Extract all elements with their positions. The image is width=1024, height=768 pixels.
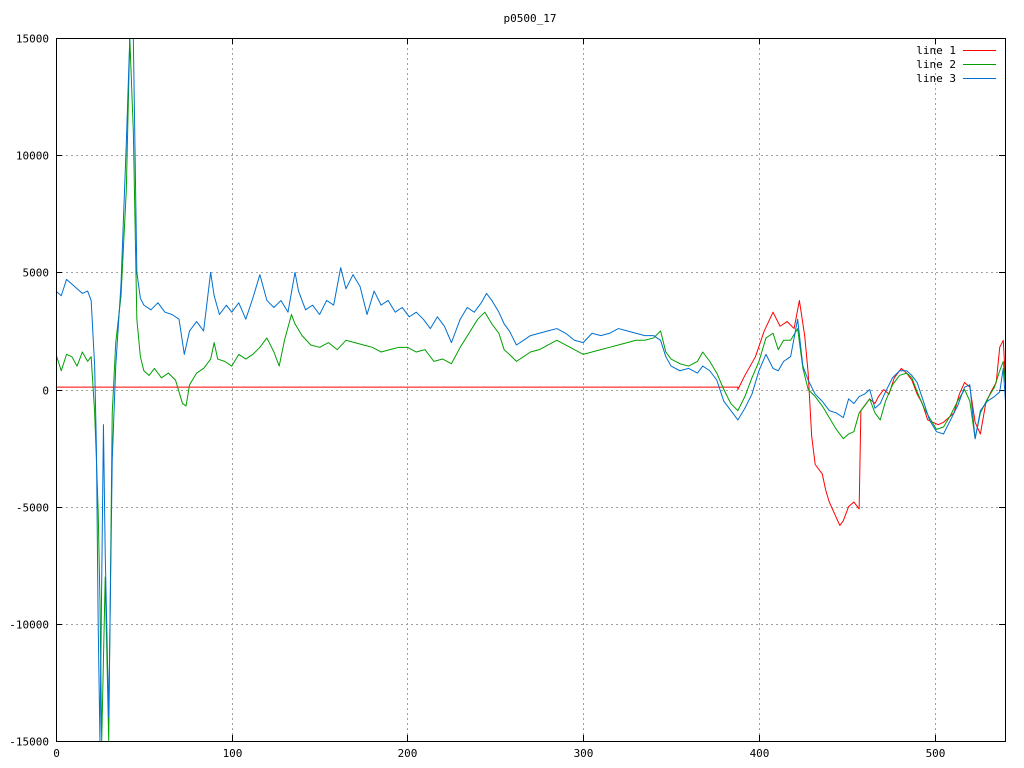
x-tick-label: 100 xyxy=(223,747,243,760)
x-tick-label: 500 xyxy=(926,747,946,760)
series-line-3 xyxy=(56,38,1005,741)
series-line-2 xyxy=(56,38,1005,741)
y-tick-label: 15000 xyxy=(16,33,49,46)
chart-title: p0500_17 xyxy=(504,12,557,25)
x-tick-label: 200 xyxy=(398,747,418,760)
x-tick-label: 0 xyxy=(53,747,60,760)
x-tick-label: 400 xyxy=(750,747,770,760)
y-tick-label: 10000 xyxy=(16,150,49,163)
y-tick-label: -10000 xyxy=(9,619,49,632)
y-tick-label: -5000 xyxy=(16,502,49,515)
legend-label-1: line 1 xyxy=(916,44,956,57)
grid xyxy=(56,38,1005,741)
legend-label-3: line 3 xyxy=(916,72,956,85)
axis-ticks: 0 100 200 300 400 500 -15000 -10000 -5000 0 5000 10… xyxy=(9,33,1005,760)
series-lines xyxy=(56,38,1005,741)
series-line-1 xyxy=(56,299,1005,526)
x-tick-label: 300 xyxy=(574,747,594,760)
legend-label-2: line 2 xyxy=(916,58,956,71)
y-tick-label: 0 xyxy=(42,385,49,398)
y-tick-label: 5000 xyxy=(23,267,50,280)
y-tick-label: -15000 xyxy=(9,736,49,749)
plot-frame xyxy=(56,38,1006,742)
